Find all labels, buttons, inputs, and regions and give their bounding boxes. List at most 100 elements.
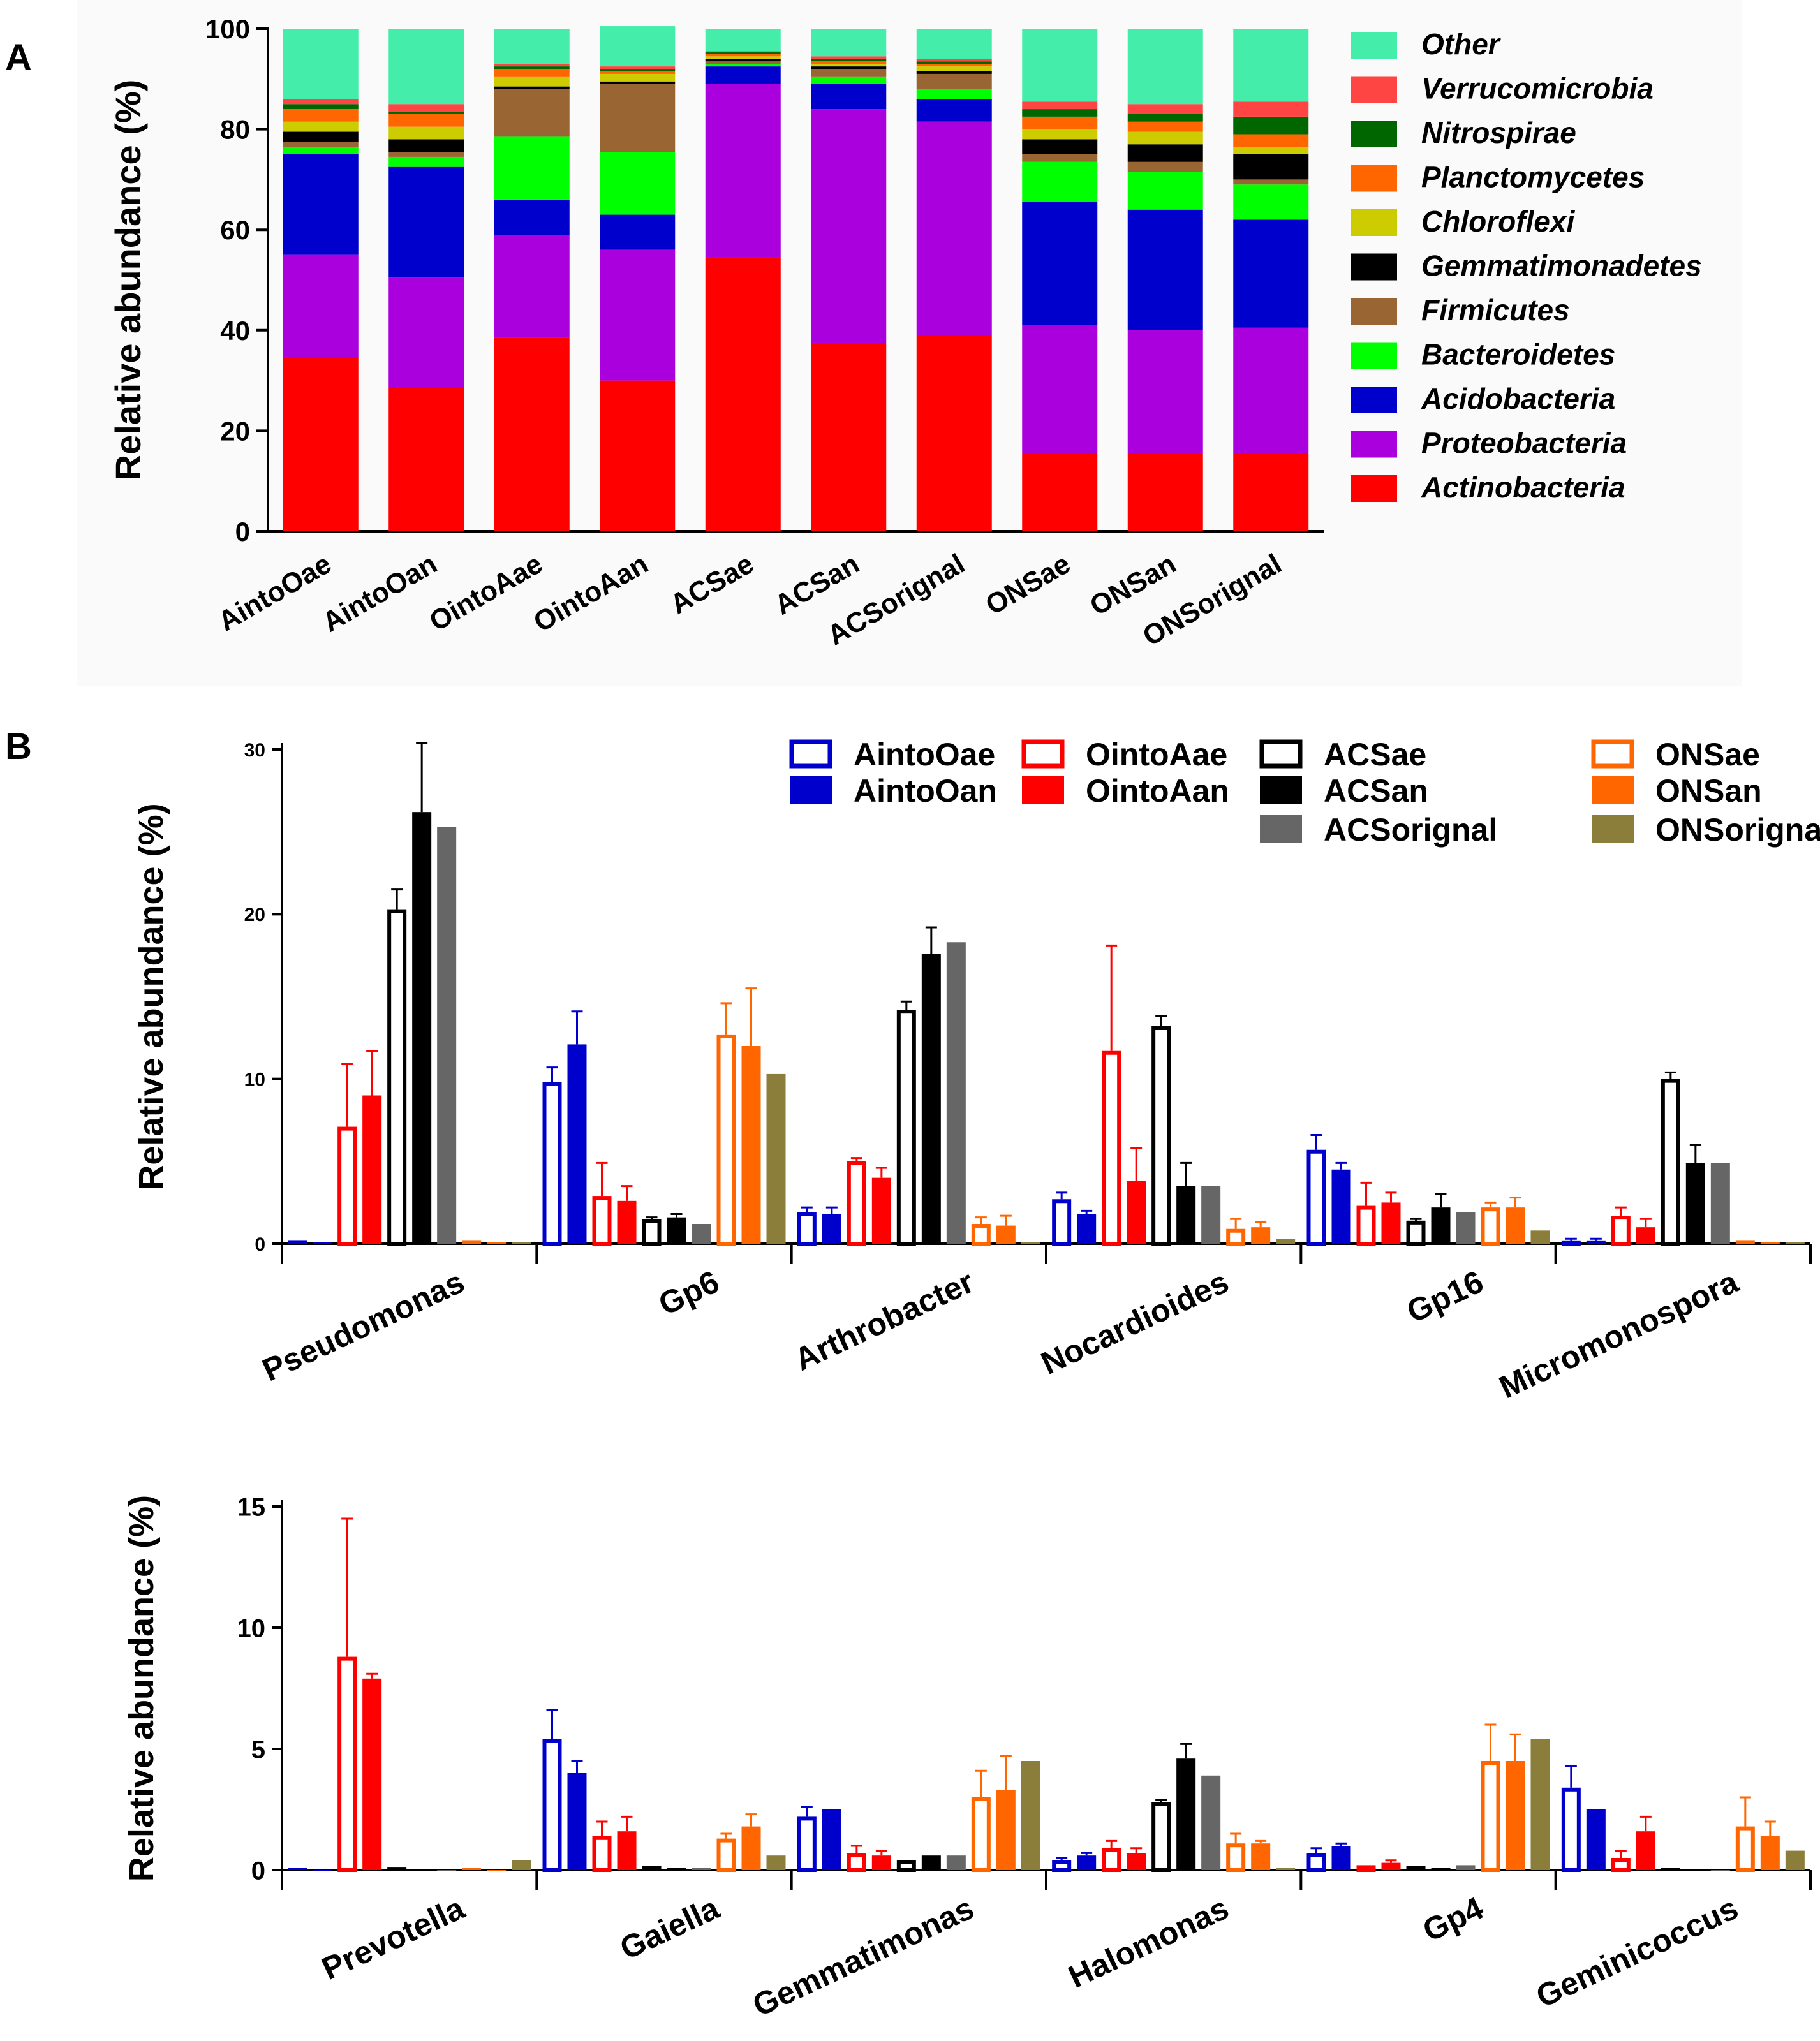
stacked-bar-segment-actinobacteria: [705, 257, 781, 531]
panel-b-bottom-bar-acsan: [1431, 1868, 1451, 1870]
legend-b-label-aintooan: AintoOan: [854, 773, 997, 809]
stacked-bar-segment-other: [705, 29, 781, 52]
panel-b-top-bar-onsorignal: [1785, 1242, 1805, 1244]
legend-b-swatch-onsan: [1592, 776, 1634, 804]
panel-a-category-label: AintoOae: [213, 548, 337, 637]
stacked-bar-segment-chloroflexi: [1022, 129, 1098, 140]
panel-b-top-bar-onsan: [741, 1046, 761, 1244]
panel-a-y-tick-label: 40: [220, 316, 250, 346]
legend-swatch-planctomycetes: [1351, 165, 1397, 192]
panel-b-top-bar-acsan: [412, 812, 432, 1244]
legend-swatch-verrucomicrobia: [1351, 76, 1397, 103]
stacked-bar-segment-proteobacteria: [388, 277, 464, 388]
panel-b-bottom-bar-onsorignal: [1276, 1868, 1296, 1870]
stacked-bar-segment-verrucomicrobia: [1127, 104, 1203, 114]
stacked-bar-segment-gemmatimonadetes: [916, 71, 992, 74]
panel-b-top-bar-ointoaae: [337, 1126, 357, 1246]
panel-b-bottom-bar-acsan: [412, 1869, 432, 1871]
panel-b-top-category-label: Nocardioides: [1036, 1264, 1234, 1382]
legend-label-verrucomicrobia: Verrucomicrobia: [1421, 72, 1654, 105]
legend-swatch-other: [1351, 32, 1397, 59]
stacked-bar-segment-nitrospirae: [494, 66, 570, 70]
legend-b-swatch-ointoaae: [1021, 739, 1065, 769]
panel-b-top-bar-acsan: [1685, 1163, 1705, 1244]
panel-b-bottom-bar-ointoaan: [1636, 1831, 1655, 1870]
stacked-bar-segment-firmicutes: [388, 152, 464, 157]
panel-b-top-bar-onsorignal: [1021, 1242, 1040, 1244]
legend-label-chloroflexi: Chloroflexi: [1421, 205, 1575, 238]
stacked-bar-segment-acidobacteria: [1022, 202, 1098, 325]
stacked-bar-segment-other: [283, 29, 359, 99]
stacked-bar-segment-gemmatimonadetes: [811, 66, 887, 70]
panel-b-bottom-y-tick-label: 10: [237, 1614, 266, 1642]
legend-b-swatch-acsorignal: [1260, 815, 1302, 843]
panel-b-bottom-bar-ointoaae: [1102, 1848, 1121, 1873]
panel-b-top-bar-onsorignal: [1530, 1230, 1550, 1244]
stacked-bar-segment-other: [1022, 29, 1098, 102]
panel-b-top-bar-onsae: [716, 1034, 736, 1246]
stacked-bar-segment-nitrospirae: [1127, 114, 1203, 122]
stacked-bar-segment-planctomycetes: [1233, 134, 1309, 147]
panel-b-top-bar-acsorignal: [1710, 1163, 1730, 1244]
legend-swatch-nitrospirae: [1351, 121, 1397, 147]
stacked-bar-segment-planctomycetes: [494, 69, 570, 77]
panel-b-top-bar-ointoaae: [1102, 1050, 1121, 1246]
panel-a-y-tick-label: 100: [205, 14, 250, 44]
panel-b-bottom-category-label: Geminicoccus: [1531, 1890, 1743, 2014]
panel-b-bottom-bar-onsan: [1760, 1836, 1780, 1870]
panel-b-bottom-bar-acsae: [896, 1860, 916, 1873]
stacked-bar-segment-planctomycetes: [283, 109, 359, 122]
stacked-bar-segment-actinobacteria: [600, 380, 676, 531]
panel-b-top-category-label: Micromonospora: [1494, 1264, 1744, 1406]
panel-b-top-bar-acsae: [642, 1219, 662, 1246]
panel-b-top-bar-onsae: [971, 1224, 991, 1246]
stacked-bar-segment-gemmatimonadetes: [494, 86, 570, 89]
panel-b-bottom-bar-acsorignal: [1456, 1865, 1476, 1870]
stacked-bar-segment-verrucomicrobia: [388, 104, 464, 112]
panel-b-bottom-bar-acsan: [1685, 1870, 1705, 1871]
stacked-bar-segment-other: [811, 29, 887, 57]
panel-b-top-y-tick-label: 20: [244, 904, 265, 925]
stacked-bar-segment-planctomycetes: [600, 71, 676, 74]
panel-b-top-bar-ointoaae: [1611, 1216, 1631, 1246]
stacked-bar-segment-proteobacteria: [1022, 325, 1098, 453]
panel-b-bottom-category-label: Gaiella: [614, 1890, 725, 1967]
stacked-bar-segment-bacteroidetes: [388, 156, 464, 167]
panel-b-bottom-bar-onsae: [1226, 1843, 1246, 1872]
legend-label-bacteroidetes: Bacteroidetes: [1421, 338, 1615, 371]
stacked-bar-segment-gemmatimonadetes: [1022, 139, 1098, 154]
panel-b-bottom-bar-onsae: [716, 1838, 736, 1873]
panel-b-top-bar-onsorignal: [766, 1073, 786, 1244]
panel-b-top-bar-onsorignal: [512, 1242, 531, 1244]
panel-b-bottom-y-tick-label: 5: [251, 1735, 265, 1764]
panel-b-top-bar-aintooae: [542, 1082, 562, 1246]
stacked-bar-segment-acidobacteria: [283, 154, 359, 255]
panel-b-top-bar-acsorignal: [946, 942, 966, 1244]
stacked-bar-segment-nitrospirae: [811, 59, 887, 62]
panel-b-bottom-bar-aintooae: [1306, 1853, 1326, 1872]
panel-b-bottom-bar-chart: 0 5 10 15 Relative abundance (%) Prevotella Ga…: [122, 1493, 1812, 2024]
panel-b-bottom-bar-ointoaan: [871, 1855, 891, 1870]
stacked-bar-segment-verrucomicrobia: [283, 99, 359, 105]
panel-b-bottom-category-label: Prevotella: [316, 1890, 470, 1987]
panel-b-bottom-y-tick-label: 15: [237, 1493, 266, 1521]
stacked-bar-segment-acidobacteria: [388, 166, 464, 278]
legend-b-label-onsae: ONSae: [1655, 737, 1760, 772]
panel-b-bottom-bar-aintooan: [567, 1773, 587, 1870]
legend-label-planctomycetes: Planctomycetes: [1421, 161, 1645, 194]
panel-b-bottom-bar-aintooae: [1052, 1860, 1072, 1873]
panel-a-y-tick-label: 0: [235, 517, 250, 547]
legend-label-acidobacteria: Acidobacteria: [1421, 382, 1615, 415]
legend-b-swatch-ointoaan: [1022, 776, 1064, 804]
panel-b-top-bar-acsan: [1176, 1186, 1196, 1244]
panel-b-top-bar-aintooae: [797, 1212, 817, 1246]
panel-b-bottom-bar-ointoaae: [847, 1853, 866, 1872]
panel-b-top-bar-onsan: [996, 1225, 1016, 1244]
stacked-bar-segment-chloroflexi: [494, 76, 570, 87]
panel-a-y-axis-title: Relative abundance (%): [108, 80, 148, 481]
panel-b-top-bar-acsan: [667, 1217, 686, 1244]
panel-b-bottom-bar-onsan: [1251, 1843, 1271, 1870]
stacked-bar-segment-firmicutes: [1233, 179, 1309, 185]
panel-b-bottom-bar-onsan: [487, 1870, 507, 1871]
legend-b-swatch-aintooan: [790, 776, 832, 804]
